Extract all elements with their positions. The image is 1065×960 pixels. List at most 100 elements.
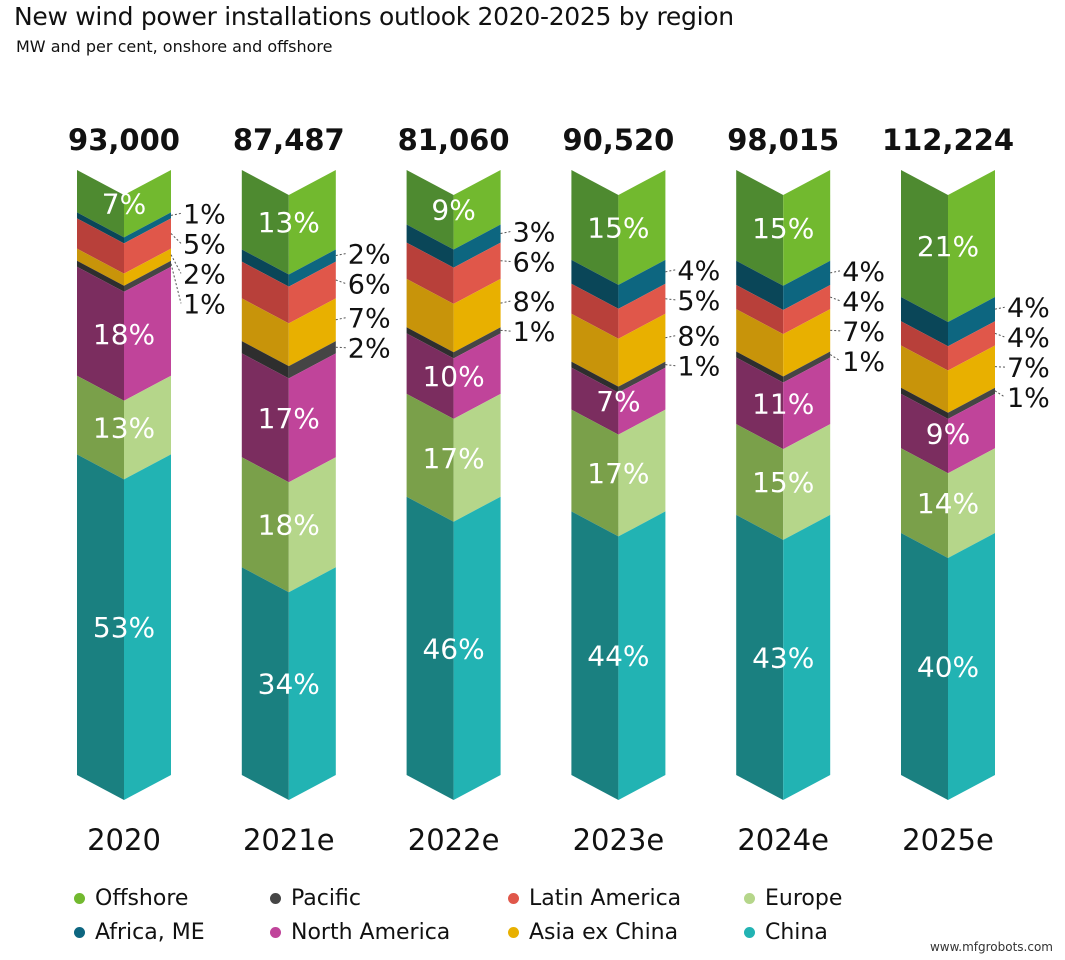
bar-segment-right-africa-me <box>288 249 336 287</box>
legend-item: Africa, ME <box>74 920 205 945</box>
bar-segment-left-china <box>571 511 619 800</box>
bar-segment-right-asia-ex-china <box>948 345 995 413</box>
bar-segment-right-latin-america <box>288 261 336 324</box>
bar-segment-left-north-america <box>901 393 948 474</box>
bar-segment-left-china <box>406 496 454 800</box>
bar-segment-right-china <box>453 496 501 800</box>
legend-item: Europe <box>744 886 842 911</box>
bar-segment-left-offshore <box>241 170 289 275</box>
data-label: 18% <box>258 509 320 542</box>
x-tick-label: 2023e <box>573 823 665 857</box>
data-label: 17% <box>258 402 320 435</box>
bar-segment-right-europe <box>288 457 336 593</box>
leader-line <box>665 298 676 301</box>
bar-segment-right-north-america <box>948 393 995 474</box>
bar-segment-right-north-america <box>783 357 831 450</box>
leader-line <box>335 317 346 321</box>
total-label: 90,520 <box>562 123 674 157</box>
bar-segment-right-north-america <box>124 266 171 401</box>
data-label: 3% <box>513 218 556 249</box>
leader-line <box>665 364 676 367</box>
data-label: 1% <box>1007 383 1050 414</box>
bar-segment-right-offshore <box>288 170 336 275</box>
bar-segment-left-europe <box>571 409 619 537</box>
bar-segment-left-north-america <box>241 353 289 483</box>
legend-item: Asia ex China <box>508 920 678 945</box>
bar-segment-left-latin-america <box>901 321 948 371</box>
bar-segment-left-latin-america <box>241 261 289 324</box>
data-label: 43% <box>752 641 814 674</box>
bar-segment-right-offshore <box>618 170 666 285</box>
leader-line <box>500 231 511 235</box>
bar-segment-left-latin-america <box>571 283 619 339</box>
legend-swatch-icon <box>74 927 85 938</box>
data-label: 9% <box>431 194 475 227</box>
bar-segment-left-china <box>901 533 948 800</box>
leader-line <box>665 335 676 339</box>
bar-segment-right-latin-america <box>453 242 501 304</box>
leader-line <box>830 296 841 302</box>
bar-segment-left-offshore <box>736 170 784 286</box>
data-label: 4% <box>842 257 885 288</box>
data-label: 21% <box>917 230 979 263</box>
data-label: 2% <box>348 334 391 365</box>
bar-segment-right-africa-me <box>783 260 831 310</box>
bar-segment-left-africa-me <box>901 297 948 347</box>
bar-segment-right-offshore <box>453 170 501 250</box>
leader-line <box>994 306 1006 310</box>
bar-segment-right-europe <box>453 393 501 522</box>
legend-label: North America <box>291 920 451 945</box>
bar-segment-right-china <box>948 533 995 800</box>
leader-line <box>170 263 182 304</box>
data-label: 1% <box>513 317 556 348</box>
x-tick-label: 2025e <box>902 823 994 857</box>
bar-segment-left-asia-ex-china <box>241 298 289 367</box>
legend-swatch-icon <box>270 927 281 938</box>
bar-segment-left-africa-me <box>77 212 124 244</box>
bar-segment-left-asia-ex-china <box>901 345 948 413</box>
bar-segment-left-north-america <box>736 357 784 450</box>
legend-label: Africa, ME <box>95 920 205 945</box>
bar-segment-right-north-america <box>618 367 666 435</box>
legend-swatch-icon <box>74 893 85 904</box>
bar-segment-right-europe <box>948 448 995 558</box>
bar-segment-left-asia-ex-china <box>406 278 454 353</box>
data-label: 34% <box>258 668 320 701</box>
bar-segment-left-pacific <box>77 260 124 292</box>
data-label: 8% <box>513 287 556 318</box>
data-label: 9% <box>926 418 970 451</box>
data-label: 4% <box>842 287 885 318</box>
bar-segment-right-europe <box>124 375 171 480</box>
legend-label: Offshore <box>95 886 189 911</box>
x-tick-label: 2021e <box>243 823 335 857</box>
bar-segment-left-africa-me <box>406 224 454 268</box>
bar-segment-right-latin-america <box>618 283 666 339</box>
bar-segment-right-latin-america <box>124 218 171 274</box>
data-label: 5% <box>677 286 720 317</box>
bar-segment-left-asia-ex-china <box>77 248 124 286</box>
bar-segment-right-europe <box>618 409 666 537</box>
total-label: 112,224 <box>882 123 1014 157</box>
bar-segment-right-africa-me <box>124 212 171 244</box>
bar-segment-left-china <box>77 454 124 800</box>
legend-item: Pacific <box>270 886 361 911</box>
leader-line <box>665 269 676 273</box>
data-label: 6% <box>513 248 556 279</box>
legend-label: Latin America <box>529 886 682 911</box>
x-tick-label: 2024e <box>737 823 829 857</box>
bar-segment-left-europe <box>406 393 454 522</box>
bar-segment-right-offshore <box>124 170 171 238</box>
bar-segment-right-pacific <box>453 327 501 359</box>
bar-segment-right-asia-ex-china <box>618 313 666 387</box>
data-label: 13% <box>258 206 320 239</box>
legend-label: Pacific <box>291 886 361 911</box>
bar-segment-right-asia-ex-china <box>124 248 171 286</box>
leader-line <box>500 260 511 263</box>
data-label: 4% <box>1007 293 1050 324</box>
bar-segment-right-north-america <box>453 333 501 419</box>
watermark: www.mfgrobots.com <box>929 940 1053 954</box>
legend-label: Europe <box>765 886 843 911</box>
bar-segment-left-offshore <box>406 170 454 250</box>
bar-segment-left-africa-me <box>571 259 619 309</box>
